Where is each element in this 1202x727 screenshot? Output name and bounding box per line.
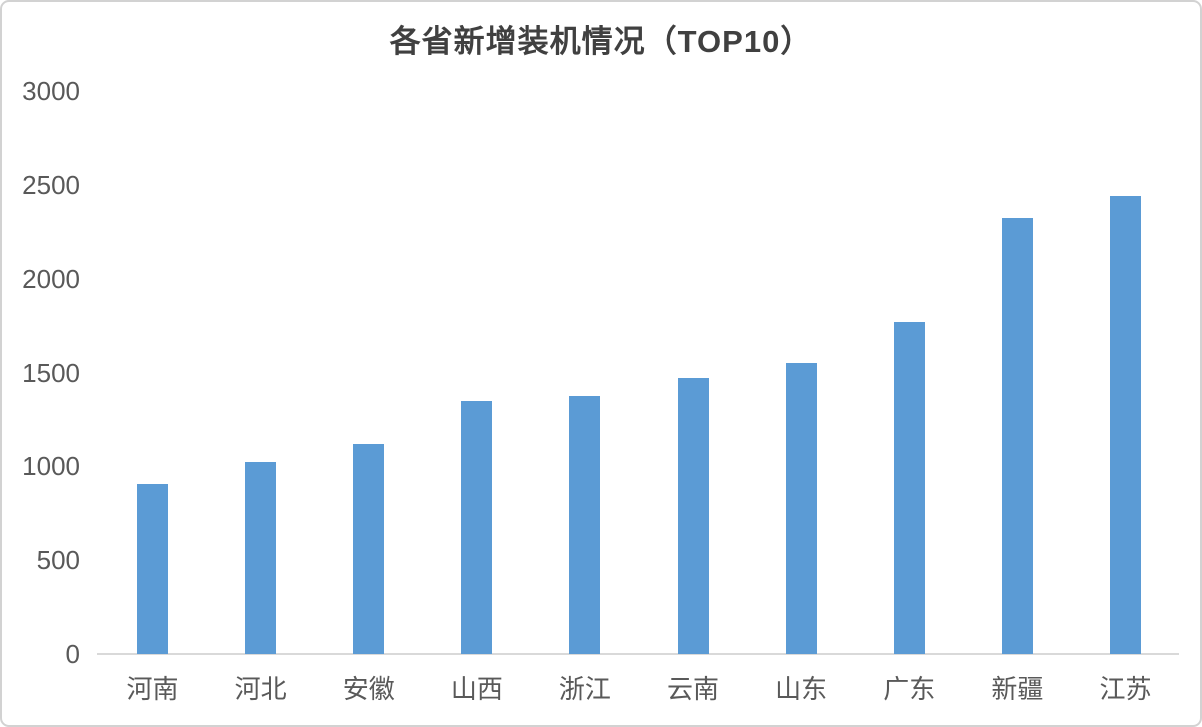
y-axis-tick-label: 1000 (22, 451, 80, 482)
x-axis-category-label: 云南 (667, 674, 720, 704)
x-axis-category-label: 安徽 (342, 674, 395, 704)
y-axis-tick-label: 2000 (22, 263, 80, 294)
x-axis-category-label: 浙江 (558, 674, 611, 704)
bar (461, 400, 493, 654)
x-axis-line (97, 653, 1179, 655)
x-axis-category-label: 河北 (234, 674, 287, 704)
y-axis-tick-label: 500 (36, 545, 80, 576)
bar (353, 443, 385, 654)
x-axis: 河南 河北 安徽 山西 浙江 云南 山东 广东 新疆 江苏 (97, 672, 1179, 706)
bar (569, 395, 601, 654)
bar (1109, 196, 1141, 654)
y-axis-tick-label: 1500 (22, 357, 80, 388)
plot-area (97, 91, 1179, 655)
x-axis-category-label: 广东 (883, 674, 936, 704)
x-axis-category-label: 河南 (126, 674, 179, 704)
x-axis-category-label: 新疆 (991, 674, 1044, 704)
chart-title: 各省新增装机情况（TOP10） (389, 24, 813, 59)
x-axis-category-label: 江苏 (1099, 674, 1152, 704)
y-axis: 0 500 1000 1500 2000 2500 3000 (2, 76, 80, 669)
bar (137, 484, 168, 654)
y-axis-tick-label: 2500 (22, 169, 80, 200)
bar (1001, 217, 1033, 654)
y-axis-tick-label: 3000 (22, 76, 80, 106)
x-axis-category-label: 山西 (450, 674, 503, 704)
bar (677, 378, 709, 654)
bar (245, 461, 277, 654)
bar (785, 363, 817, 654)
bar (893, 321, 925, 654)
y-axis-tick-label: 0 (65, 639, 80, 669)
x-axis-category-label: 山东 (775, 674, 828, 704)
